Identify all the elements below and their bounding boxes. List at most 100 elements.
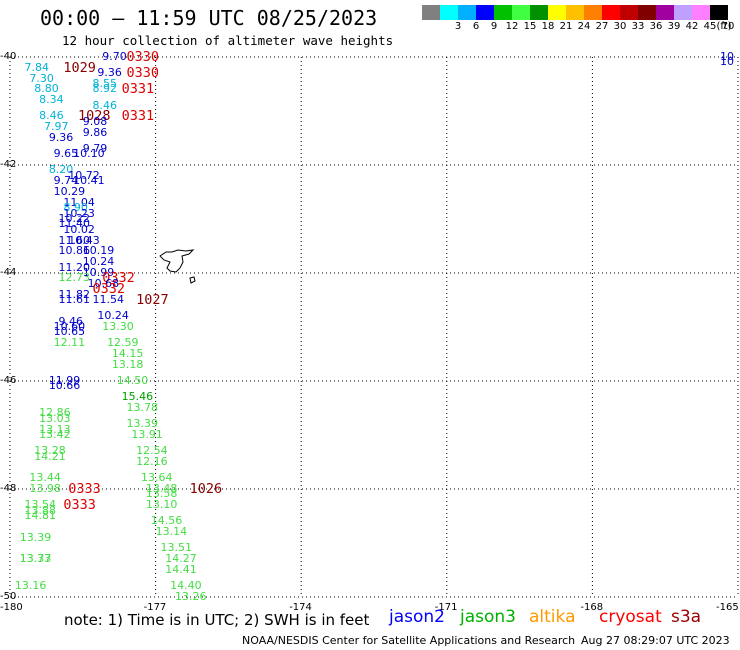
legend-tick-label: 33 [631,21,645,32]
wave-height-label: 8.46 [39,109,64,123]
lon-tick-label: -180 [0,602,23,613]
wave-height-label: 10.99 [82,266,115,279]
wave-height-label: 9.08 [82,114,108,128]
satellite-s3a: s3a [671,607,702,627]
lat-tick-label: -46 [0,375,17,386]
wave-height-label: 8.80 [34,82,59,96]
lat-tick-label: -42 [0,159,17,170]
wave-height-label: 14.40 [170,579,202,593]
satellite-jason2: jason2 [389,607,445,627]
wave-height-label: 9.79 [82,141,108,155]
wave-height-label: 15.46 [121,390,154,404]
wave-height-label: 14.50 [116,374,149,387]
lat-tick-label: -40 [0,51,17,62]
island-coastline [159,249,195,273]
wave-height-label: 9.65 [53,147,79,161]
wave-height-label: 11.61 [58,293,91,306]
wave-height-label: 10 [720,55,734,69]
wave-height-label: 11.20 [58,260,91,274]
wave-height-label: 10.86 [58,244,91,258]
legend-unit: (ft) [716,21,732,32]
legend-swatch [530,5,548,20]
time-pressure-label: 0333 [63,497,96,514]
time-pressure-label: 1029 [63,59,96,76]
legend-tick-label: 42 [685,21,699,32]
lon-tick-label: -174 [289,602,312,613]
legend-swatch [458,5,476,20]
satellite-cryosat: cryosat [599,607,662,627]
time-pressure-label: 0332 [102,270,135,287]
grid-lines [9,56,739,598]
satellite-jason3: jason3 [460,607,516,627]
wave-height-label: 13.58 [145,487,178,501]
wave-height-label: 10.22 [58,212,91,225]
wave-height-label: 12.11 [53,336,86,350]
legend-swatch [620,5,638,20]
wave-height-label: 10.65 [53,325,86,339]
wave-height-label: 12.73 [58,271,91,285]
footer-timestamp: Aug 27 08:29:07 UTC 2023 [581,634,730,647]
lon-tick-label: -165 [716,602,739,613]
chatham-islands-outline [159,249,196,284]
time-pressure-label: 1028 [77,108,111,125]
legend-tick-label: 39 [667,21,681,32]
wave-height-label: 8.92 [92,82,118,96]
wave-height-label: 13.91 [131,428,163,441]
legend-swatch [692,5,710,20]
wave-height-label: 13.10 [145,498,178,512]
wave-height-label: 13.16 [14,579,47,593]
wave-height-label: 10.43 [68,233,100,247]
legend-tick-label: 18 [541,21,555,32]
wave-height-label: 13.30 [102,320,134,333]
legend-tick-label: 70 [721,21,735,32]
legend-swatch [422,5,440,20]
legend-tick-label: 6 [472,21,480,32]
wave-height-label: 14.27 [165,552,197,566]
satellite-altika: altika [529,607,576,627]
legend-swatch [710,5,728,20]
wave-height-label: 8.46 [92,98,118,112]
legend-tick-label: 12 [505,21,519,32]
wave-height-label: 9.74 [53,174,79,188]
time-pressure-label: 0331 [121,81,155,98]
legend-tick-label: 21 [559,21,573,32]
wave-height-label: 10.02 [63,222,95,236]
wave-height-label: 12.59 [107,336,139,350]
wave-height-label: 13.13 [39,422,71,436]
wave-height-label: 9.36 [48,131,74,144]
wave-height-label: 10.66 [48,379,81,393]
legend-swatch [656,5,674,20]
wave-height-label: 10.60 [53,320,86,333]
wave-height-label: 12.16 [136,455,168,468]
legend-tick-label: 36 [649,21,663,32]
wave-height-label: 13.48 [145,482,178,495]
lat-tick-label: -44 [0,267,17,278]
wave-height-label: 7.84 [24,60,50,74]
wave-height-label: 9.86 [82,125,108,139]
wave-height-label: 13.03 [39,411,71,425]
wave-height-label: 10.41 [73,174,105,188]
lon-tick-label: -171 [434,602,458,613]
footer-note: note: 1) Time is in UTC; 2) SWH is in fe… [64,611,370,629]
lon-tick-label: -177 [143,602,167,613]
time-pressure-label: 0331 [121,108,155,125]
wave-height-label: 11.04 [63,195,95,209]
legend-tick-label: 3 [454,21,462,32]
wave-height-label: 7.30 [29,71,54,85]
wave-height-label: 13.73 [19,552,52,566]
wave-height-label: 11.82 [58,287,91,301]
legend-swatch [440,5,458,20]
wave-height-label: 9.46 [58,314,84,328]
time-pressure-label: 1026 [189,481,223,497]
page-subtitle: 12 hour collection of altimeter wave hei… [62,33,394,48]
legend-tick-label: 9 [490,21,498,32]
wave-height-label: 10.10 [73,147,105,161]
legend-tick-label: 30 [613,21,627,32]
page-title: 00:00 – 11:59 UTC 08/25/2023 [40,6,378,30]
wave-height-label: 13.39 [19,530,52,544]
legend-swatch [602,5,620,20]
legend-swatch [674,5,692,20]
time-pressure-label: 0333 [68,481,101,497]
legend-swatch [494,5,512,20]
